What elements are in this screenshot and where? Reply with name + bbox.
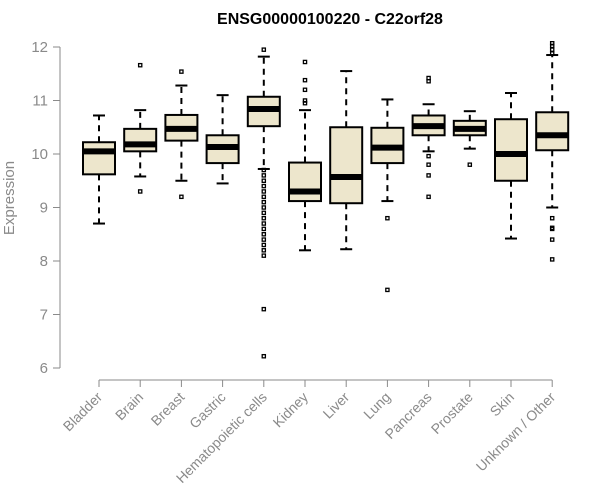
box-group-10 — [494, 92, 528, 240]
outlier-point — [261, 215, 267, 221]
box-group-4 — [246, 47, 281, 359]
outlier-point — [302, 77, 308, 83]
box-group-7 — [370, 98, 405, 293]
box-iqr — [535, 111, 570, 152]
y-tick-label: 6 — [40, 360, 48, 377]
x-tick-label: Prostate — [428, 389, 476, 437]
outlier-point — [261, 231, 267, 237]
outlier-point — [549, 51, 555, 56]
outlier-point — [261, 173, 267, 178]
outlier-point — [137, 189, 143, 194]
outlier-point — [261, 210, 267, 216]
box-group-0 — [82, 114, 116, 225]
outlier-point — [549, 257, 555, 262]
outlier-point — [426, 153, 431, 159]
outlier-point — [179, 194, 184, 200]
x-tick-label: Breast — [148, 389, 188, 429]
box-iqr — [82, 141, 116, 176]
outlier-point — [261, 306, 267, 312]
x-tick-label: Skin — [487, 389, 518, 420]
outlier-point — [261, 353, 267, 359]
outlier-point — [261, 199, 267, 205]
outlier-point — [467, 162, 473, 167]
outlier-point — [426, 162, 431, 167]
box-iqr — [329, 126, 364, 205]
box-group-5 — [288, 59, 322, 252]
outlier-point — [261, 178, 267, 183]
outlier-point — [549, 215, 555, 221]
box-iqr — [494, 118, 528, 182]
outlier-point — [261, 253, 267, 258]
outlier-point — [385, 215, 390, 221]
outlier-point — [261, 194, 267, 200]
outlier-point — [426, 78, 431, 84]
x-tick-label: Brain — [112, 389, 146, 423]
outlier-point — [261, 47, 267, 52]
box-group-8 — [411, 75, 446, 200]
outlier-point — [549, 226, 555, 232]
chart-title: ENSG00000100220 - C22orf28 — [217, 11, 443, 28]
outlier-point — [261, 221, 267, 226]
outlier-point — [137, 62, 143, 68]
outlier-point — [302, 59, 308, 65]
outlier-point — [549, 237, 555, 242]
box-group-1 — [123, 62, 158, 194]
box-group-3 — [205, 94, 240, 185]
axes: 6 7 8 9 10 11 12 — [31, 39, 553, 387]
y-tick-label: 9 — [40, 200, 48, 217]
plot-area — [82, 41, 570, 359]
y-tick-label: 8 — [40, 253, 48, 270]
y-tick-label: 10 — [31, 146, 48, 163]
outlier-point — [426, 173, 431, 178]
outlier-point — [426, 194, 431, 200]
outlier-point — [261, 237, 267, 242]
x-tick-label: Lung — [360, 389, 393, 422]
outlier-point — [302, 100, 308, 106]
x-tick-label: Bladder — [60, 389, 106, 435]
outlier-point — [261, 242, 267, 248]
outlier-point — [302, 87, 308, 93]
outlier-point — [549, 43, 555, 49]
box-iqr — [123, 127, 158, 153]
box-group-11 — [535, 41, 570, 262]
x-tick-label: Liver — [320, 389, 353, 422]
outlier-point — [261, 248, 267, 253]
y-tick-label: 7 — [40, 307, 48, 324]
box-group-9 — [452, 110, 487, 167]
outlier-point — [261, 226, 267, 232]
box-iqr — [288, 161, 322, 203]
outlier-point — [385, 287, 390, 293]
outlier-point — [261, 183, 267, 189]
y-tick-label: 12 — [31, 39, 48, 56]
box-group-2 — [164, 69, 199, 200]
outlier-point — [261, 167, 267, 173]
outlier-point — [261, 205, 267, 210]
box-group-6 — [329, 70, 364, 251]
x-tick-label: Kidney — [270, 389, 312, 431]
outlier-point — [261, 189, 267, 194]
outlier-point — [179, 69, 184, 74]
outlier-point — [549, 47, 555, 52]
y-axis-label: Expression — [1, 161, 18, 235]
y-tick-label: 11 — [32, 93, 48, 110]
